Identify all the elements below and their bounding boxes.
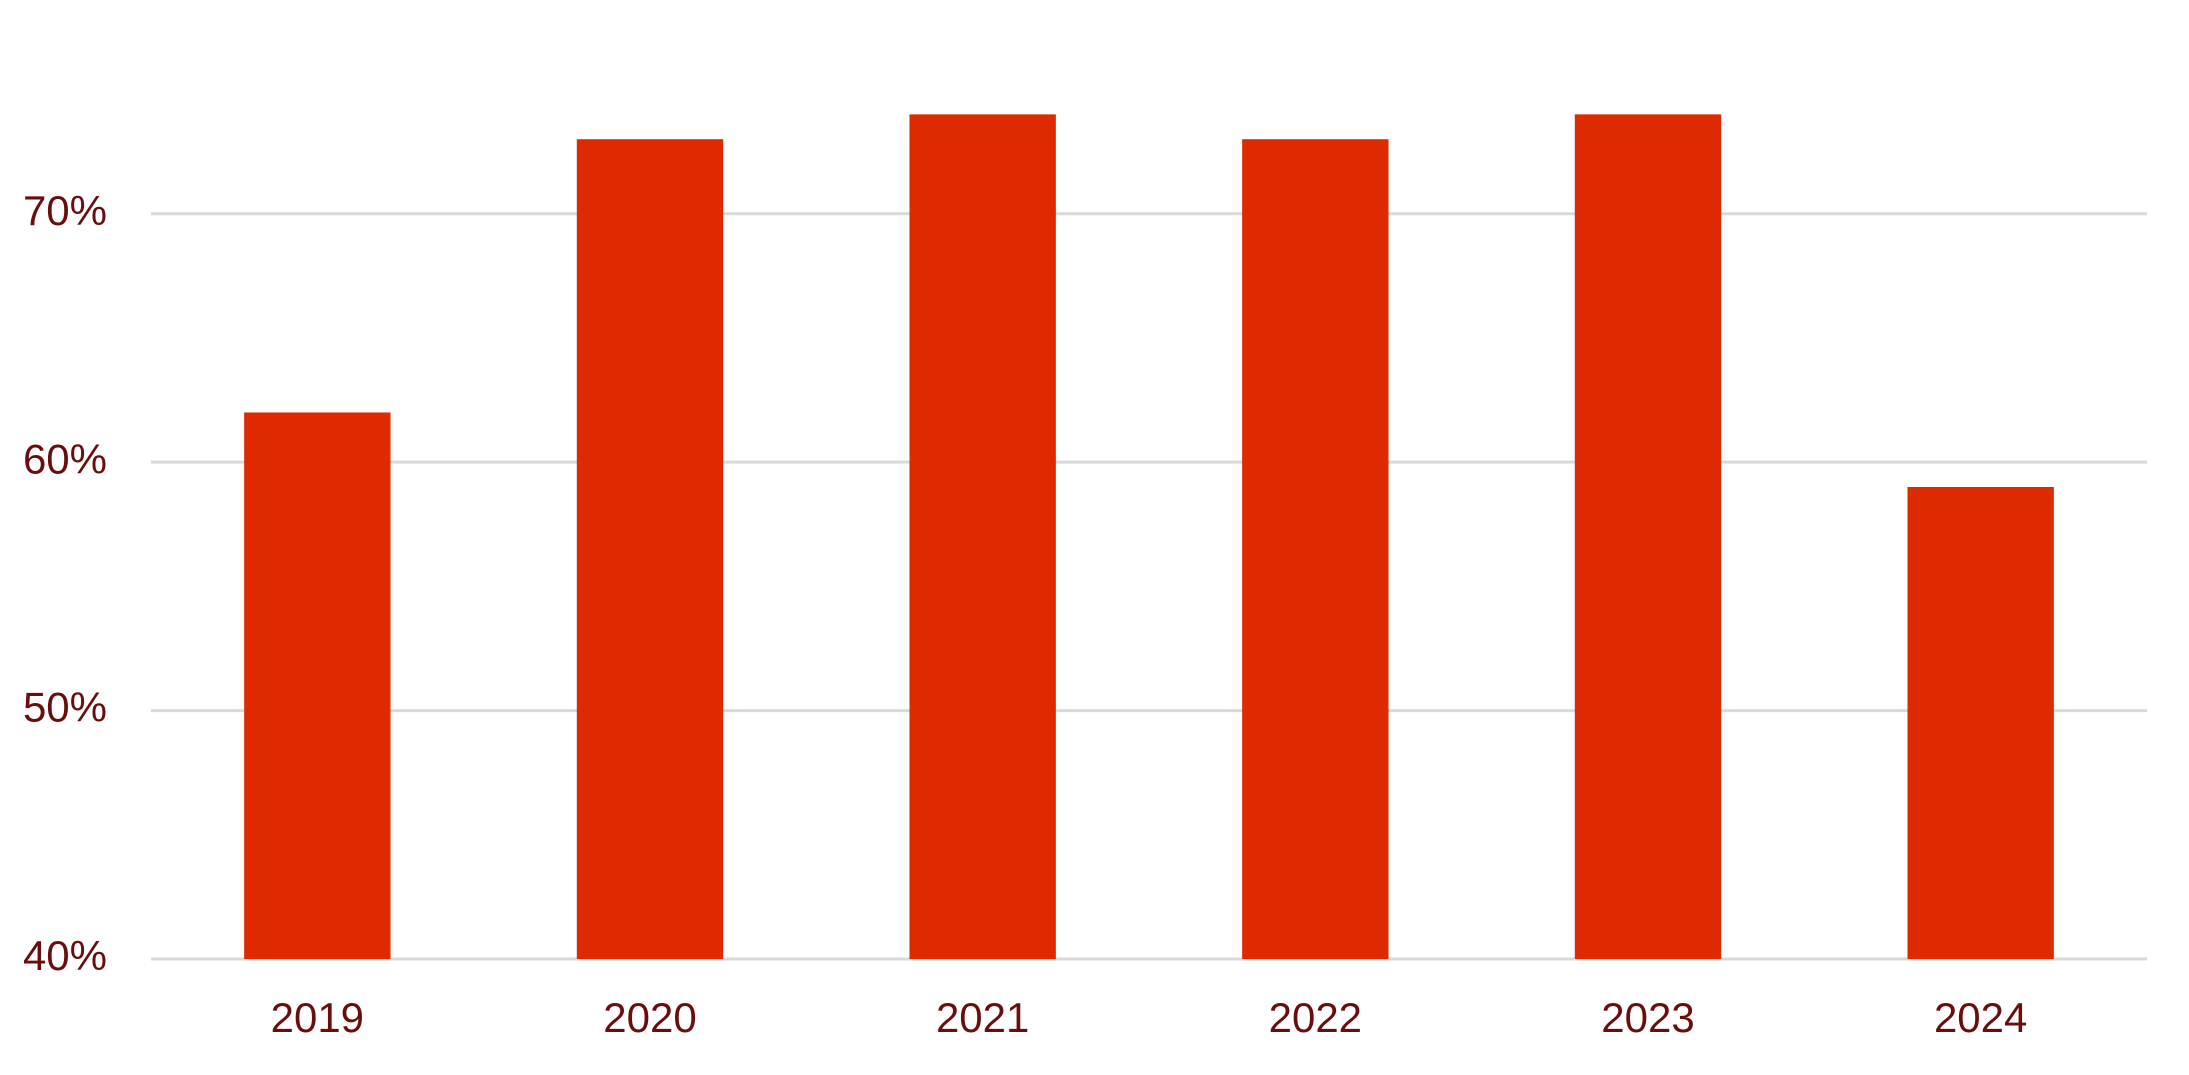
x-tick-label: 2024 [1934,994,2027,1041]
bar [576,139,724,960]
y-tick-label: 70% [23,187,107,234]
x-tick-label: 2021 [936,994,1029,1041]
x-tick-label: 2023 [1601,994,1694,1041]
x-tick-label: 2020 [603,994,696,1041]
y-tick-label: 50% [23,684,107,731]
x-tick-label: 2022 [1269,994,1362,1041]
bar [244,412,391,959]
bar [1574,114,1722,960]
bar [1907,487,2054,959]
x-tick-label: 2019 [271,994,364,1041]
y-tick-label: 60% [23,435,107,482]
y-tick-label: 40% [23,932,107,979]
bar [909,114,1056,960]
bar [1242,139,1389,960]
